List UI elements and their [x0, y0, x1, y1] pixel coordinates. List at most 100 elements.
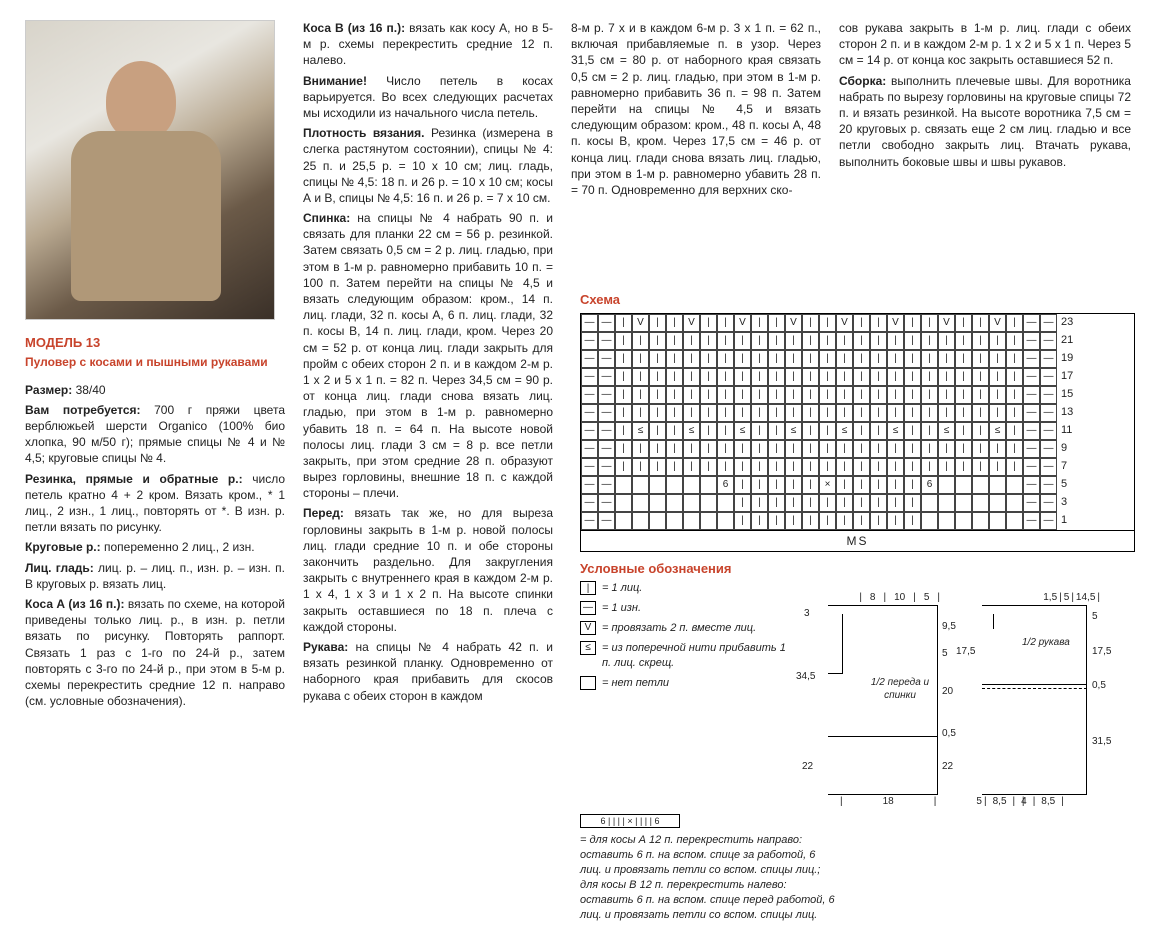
meas: 20 — [942, 685, 953, 699]
chart-cell: — — [581, 458, 598, 476]
chart-cell: | — [751, 386, 768, 404]
chart-cell: | — [785, 332, 802, 350]
chart-cell: | — [955, 386, 972, 404]
chart-cell: | — [717, 458, 734, 476]
chart-cell: | — [700, 314, 717, 332]
chart-cell: | — [734, 368, 751, 386]
diagram-region: Схема ——|V||V||V||V||V||V||V||V|——23——||… — [580, 285, 1135, 927]
chart-cell: | — [921, 314, 938, 332]
chart-cell: | — [615, 458, 632, 476]
chart-cell: | — [768, 512, 785, 530]
chart-cell: | — [683, 404, 700, 422]
chart-cell: — — [1023, 494, 1040, 512]
chart-cell: | — [921, 350, 938, 368]
chart-cell: | — [870, 368, 887, 386]
chart-cell — [649, 494, 666, 512]
legend-block: |= 1 лиц.—= 1 изн.V= провязать 2 п. вмес… — [580, 581, 790, 808]
chart-cell — [632, 494, 649, 512]
chart-cell — [666, 494, 683, 512]
legend-text: = из поперечной нити прибавить 1 п. лиц.… — [602, 641, 790, 671]
chart-cell: | — [921, 458, 938, 476]
chart-cell: | — [904, 422, 921, 440]
chart-row: ——||||||||||||||||||||||||——21 — [581, 332, 1134, 350]
chart-cell: | — [802, 422, 819, 440]
meas: 10 — [894, 591, 905, 605]
chart-cell: — — [1040, 422, 1057, 440]
chart-cell: — — [581, 314, 598, 332]
chart-cell: | — [836, 332, 853, 350]
chart-cell — [717, 512, 734, 530]
materials-label: Вам потребуется: — [25, 403, 141, 417]
chart-row: ——||||||||||||||||||||||||——17 — [581, 368, 1134, 386]
chart-cell: | — [751, 476, 768, 494]
chart-cell: — — [1023, 422, 1040, 440]
chart-cell: | — [700, 368, 717, 386]
chart-row-number: 13 — [1057, 404, 1079, 422]
chart-cell: | — [666, 440, 683, 458]
chart-cell: | — [836, 440, 853, 458]
stitch-chart: ——|V||V||V||V||V||V||V||V|——23——||||||||… — [580, 313, 1135, 552]
chart-cell: | — [1006, 314, 1023, 332]
chart-cell — [989, 476, 1006, 494]
chart-cell: | — [972, 332, 989, 350]
chart-cell: | — [649, 404, 666, 422]
legend-cable-desc: = для косы А 12 п. перекрестить направо:… — [580, 833, 840, 922]
chart-cell: V — [683, 314, 700, 332]
chart-cell: | — [734, 404, 751, 422]
chart-cell — [1006, 494, 1023, 512]
chart-cell — [683, 476, 700, 494]
chart-cell: | — [853, 368, 870, 386]
chart-cell: | — [819, 494, 836, 512]
chart-cell: | — [649, 332, 666, 350]
chart-cell: | — [785, 386, 802, 404]
chart-cell: | — [615, 440, 632, 458]
chart-row-number: 23 — [1057, 314, 1079, 332]
chart-cell: | — [955, 440, 972, 458]
meas: 18 — [883, 795, 894, 809]
sleeve-end: сов рукава закрыть в 1-м р. лиц. глади с… — [839, 20, 1131, 69]
legend-text: = провязать 2 п. вместе лиц. — [602, 621, 790, 636]
chart-cell: | — [666, 350, 683, 368]
chart-row: —— 6|||||×|||||6 ——5 — [581, 476, 1134, 494]
chart-cell: | — [615, 350, 632, 368]
chart-cell: | — [972, 404, 989, 422]
chart-cell: | — [683, 332, 700, 350]
legend-item: —= 1 изн. — [580, 601, 790, 616]
chart-cell: | — [700, 404, 717, 422]
chart-row-number: 1 — [1057, 512, 1079, 530]
chart-cell: | — [666, 314, 683, 332]
chart-cell: | — [904, 512, 921, 530]
chart-cell: | — [632, 386, 649, 404]
chart-cell: | — [972, 350, 989, 368]
chart-cell: — — [598, 332, 615, 350]
chart-cell: — — [1040, 404, 1057, 422]
chart-cell: | — [887, 476, 904, 494]
chart-cell: | — [819, 386, 836, 404]
chart-cell: | — [904, 494, 921, 512]
chart-cell — [972, 494, 989, 512]
chart-cell: — — [598, 386, 615, 404]
chart-cell: | — [870, 386, 887, 404]
chart-cell: | — [768, 404, 785, 422]
chart-cell: | — [751, 350, 768, 368]
chart-cell: ≤ — [836, 422, 853, 440]
chart-cell — [683, 494, 700, 512]
chart-cell: | — [938, 440, 955, 458]
meas: 17,5 — [956, 645, 975, 659]
chart-cell: — — [598, 368, 615, 386]
chart-cell: V — [887, 314, 904, 332]
chart-cell: | — [870, 458, 887, 476]
chart-cell: | — [819, 440, 836, 458]
stst-label: Лиц. гладь: — [25, 561, 94, 575]
chart-cell: | — [751, 512, 768, 530]
chart-cell: | — [938, 332, 955, 350]
chart-cell: | — [768, 422, 785, 440]
chart-cell: | — [649, 368, 666, 386]
model-photo — [25, 20, 275, 320]
chart-cell — [649, 476, 666, 494]
chart-cell: | — [989, 440, 1006, 458]
chart-cell: | — [632, 350, 649, 368]
chart-cell: | — [802, 440, 819, 458]
chart-cell: | — [972, 422, 989, 440]
chart-cell: ≤ — [989, 422, 1006, 440]
